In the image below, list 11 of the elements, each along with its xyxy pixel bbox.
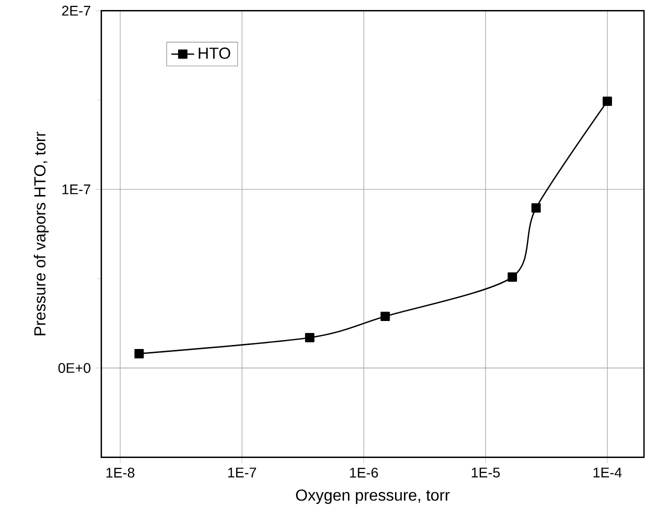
x-tick-label: 1E-7 (228, 468, 256, 478)
y-tick-label: 1E-7 (62, 184, 90, 194)
x-axis-title: Oxygen pressure, torr (296, 489, 450, 504)
x-tick-label: 1E-6 (350, 468, 378, 478)
x-tick-label: 1E-8 (106, 468, 134, 478)
legend-label: HTO (198, 48, 230, 59)
y-tick-label: 2E-7 (62, 6, 90, 16)
y-axis-title: Pressure of vapors HTO, torr (34, 132, 49, 336)
y-tick-label: 0E+0 (58, 363, 90, 373)
x-tick-label: 1E-5 (472, 468, 500, 478)
x-tick-label: 1E-4 (594, 468, 622, 478)
